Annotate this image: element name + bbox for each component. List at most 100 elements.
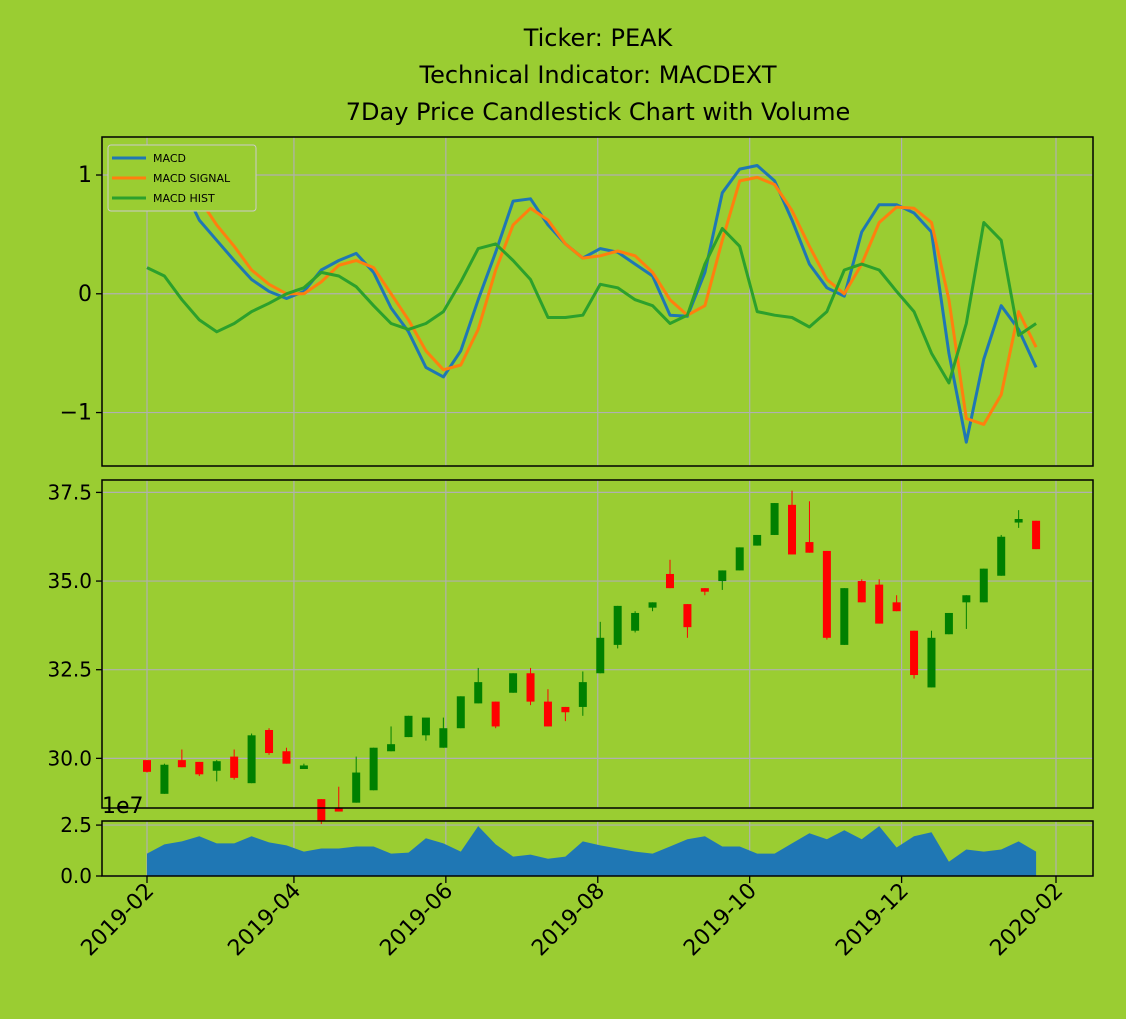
candle-down <box>875 579 884 624</box>
candle-body <box>962 595 971 603</box>
candle-body <box>160 764 169 794</box>
candle-up <box>1014 510 1023 528</box>
candle-up <box>299 763 308 769</box>
candle-body <box>387 744 396 752</box>
y-tick-label: 0.0 <box>60 864 92 888</box>
candle-up <box>648 602 657 612</box>
candle-body <box>195 761 204 775</box>
candle-up <box>962 595 971 629</box>
candle-down <box>561 706 570 722</box>
candle-up <box>439 717 448 748</box>
candle-down <box>195 761 204 777</box>
legend-box <box>107 144 257 212</box>
volume-panel: 0.0 2.5 1e7 <box>60 794 1094 888</box>
candle-body <box>665 573 674 589</box>
candle-body <box>421 717 430 736</box>
candle-up <box>369 747 378 791</box>
candle-body <box>404 715 413 738</box>
macd-frame <box>101 136 1094 467</box>
candle-body <box>230 756 239 778</box>
candle-down <box>317 799 326 824</box>
candle-body <box>910 630 919 676</box>
macd-lines <box>146 164 1038 444</box>
title-line-3: 7Day Price Candlestick Chart with Volume <box>346 98 851 126</box>
candle-down <box>857 579 866 603</box>
candle-body <box>805 542 814 553</box>
candle-body <box>177 760 186 768</box>
candle-body <box>648 602 657 608</box>
candle-up <box>212 760 221 782</box>
candle-body <box>718 570 727 582</box>
candle-up <box>474 667 483 704</box>
candle-up <box>944 612 953 635</box>
candle-up <box>509 673 518 693</box>
price-yaxis: 30.0 32.5 35.0 37.5 <box>47 480 102 770</box>
y-tick-label: −1 <box>60 401 92 426</box>
candle-down <box>665 559 674 589</box>
candle-body <box>352 772 361 803</box>
candle-body <box>212 761 221 771</box>
candle-body <box>753 534 762 546</box>
candle-body <box>944 612 953 635</box>
macd-yaxis: −1 0 1 <box>60 163 102 426</box>
candle-up <box>387 726 396 752</box>
candle-up <box>997 534 1006 576</box>
candle-up <box>404 715 413 738</box>
candle-up <box>927 630 936 688</box>
y-tick-label: 30.0 <box>47 746 92 770</box>
candle-body <box>997 536 1006 576</box>
candle-up <box>596 621 605 674</box>
title-line-1: Ticker: PEAK <box>523 24 674 52</box>
candle-body <box>892 602 901 612</box>
price-frame <box>101 479 1094 809</box>
y-tick-label: 2.5 <box>60 813 92 837</box>
candle-body <box>334 808 343 812</box>
candle-body <box>561 706 570 713</box>
candle-body <box>247 735 256 784</box>
candle-body <box>840 588 849 645</box>
candle-body <box>979 568 988 603</box>
candle-up <box>578 671 587 716</box>
candle-body <box>770 503 779 535</box>
candle-body <box>526 673 535 702</box>
candle-down <box>177 749 186 768</box>
candle-body <box>491 701 500 727</box>
candle-up <box>840 588 849 645</box>
candle-up <box>456 696 465 729</box>
candle-down <box>700 588 709 596</box>
candle-down <box>143 760 151 773</box>
candle-body <box>927 637 936 688</box>
candle-up <box>753 534 762 546</box>
candle-up <box>979 568 988 603</box>
candle-up <box>160 763 169 794</box>
legend-label-hist: MACD HIST <box>153 192 215 205</box>
title-line-2: Technical Indicator: MACDEXT <box>419 61 777 89</box>
candle-up <box>247 733 256 784</box>
candle-down <box>265 728 274 755</box>
y-tick-label: 37.5 <box>47 480 92 504</box>
volume-offset-label: 1e7 <box>102 794 144 819</box>
candle-body <box>596 637 605 674</box>
macd-legend: MACD MACD SIGNAL MACD HIST <box>107 144 257 212</box>
candle-body <box>1014 519 1023 523</box>
candle-body <box>735 547 744 571</box>
macd-signal-line <box>146 175 1038 426</box>
volume-area <box>147 826 1037 876</box>
y-tick-label: 1 <box>78 163 92 188</box>
legend-label-macd: MACD <box>153 152 186 165</box>
candle-body <box>700 588 709 592</box>
candle-body <box>822 550 831 638</box>
y-tick-label: 32.5 <box>47 658 92 682</box>
candle-body <box>578 682 587 707</box>
candle-up <box>613 605 622 649</box>
candle-body <box>613 605 622 645</box>
candle-down <box>788 490 797 555</box>
candle-up <box>421 717 430 741</box>
candle-down <box>491 701 500 729</box>
candle-body <box>317 799 326 821</box>
candle-body <box>369 747 378 791</box>
candle-body <box>282 751 291 764</box>
price-candles <box>143 490 1041 824</box>
price-panel: 30.0 32.5 35.0 37.5 <box>47 479 1094 824</box>
